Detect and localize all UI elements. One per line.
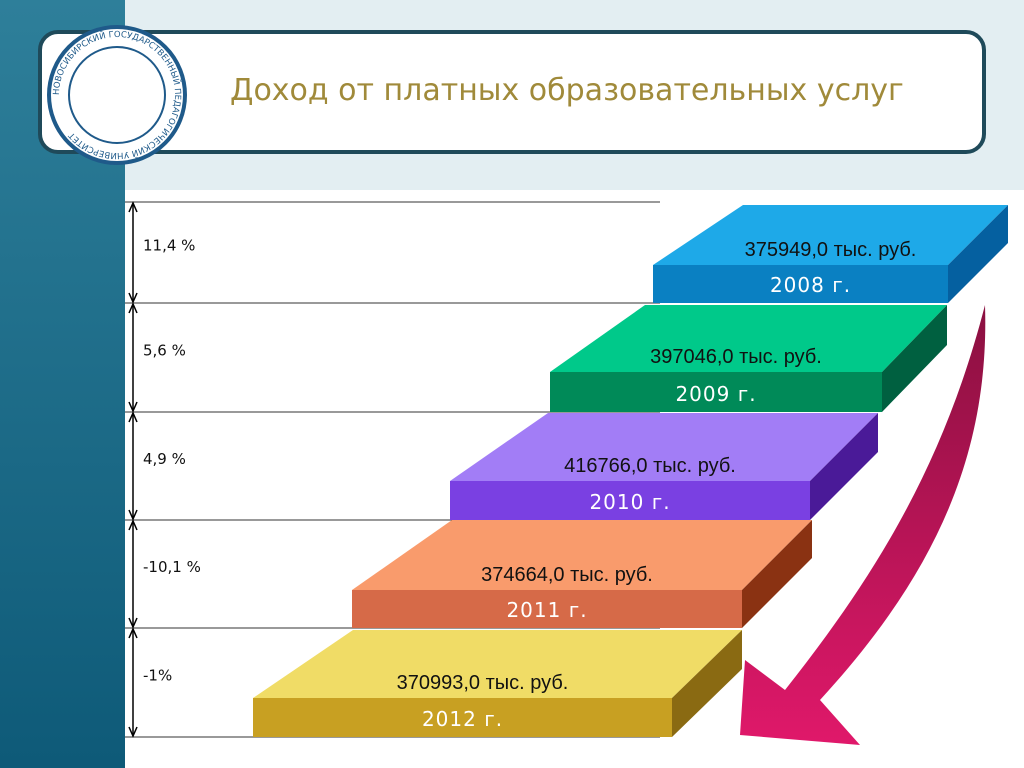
title-box (38, 30, 986, 154)
step-side (882, 305, 947, 412)
step-top (352, 520, 812, 590)
step-front (653, 265, 948, 303)
step-side (810, 413, 878, 520)
step-top (253, 630, 742, 698)
step-value: 416766,0 тыс. руб. (564, 455, 736, 477)
logo-inner (68, 46, 166, 144)
step-year: 2009 г. (675, 382, 756, 406)
step-value: 397046,0 тыс. руб. (650, 346, 822, 368)
step-value: 375949,0 тыс. руб. (745, 239, 917, 261)
change-label: 4,9 % (143, 450, 186, 468)
step-value: 374664,0 тыс. руб. (481, 564, 653, 586)
step-year: 2011 г. (506, 598, 587, 622)
step-value: 370993,0 тыс. руб. (397, 672, 569, 694)
step-year: 2008 г. (770, 273, 851, 297)
step-front (352, 590, 742, 628)
change-label: -1% (143, 667, 172, 685)
step-front (450, 481, 810, 520)
step-front (253, 698, 672, 737)
arrow-head (128, 627, 138, 738)
change-label: 11,4 % (143, 237, 195, 255)
step-top (450, 413, 878, 481)
arrow-head (128, 519, 138, 629)
arrow-head (128, 411, 138, 521)
step-year: 2012 г. (422, 707, 503, 731)
stairs: 11,4 % 375949,0 тыс. руб. 2008 г. 5,6 % 3970… (125, 201, 1008, 738)
step-top (550, 305, 947, 372)
step-front (550, 372, 882, 412)
title: Доход от платных образовательных услуг (230, 73, 904, 108)
step-side (742, 520, 812, 628)
step-top (653, 205, 1008, 265)
step-side (948, 205, 1008, 303)
arrow-head (128, 201, 138, 304)
change-label: -10,1 % (143, 558, 201, 576)
change-label: 5,6 % (143, 342, 186, 360)
arrow-head (128, 302, 138, 413)
step-year: 2010 г. (589, 490, 670, 514)
arrow (740, 305, 986, 745)
step-side (672, 630, 742, 737)
